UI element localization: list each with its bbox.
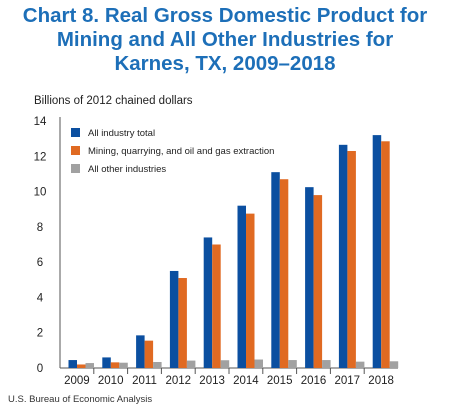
- bar-2013-series-3: [220, 360, 230, 368]
- bar-2015-series-3: [288, 360, 297, 368]
- bar-2014-series-1: [237, 205, 246, 368]
- bar-2016-series-1: [305, 187, 314, 368]
- x-tick-label: 2012: [166, 375, 192, 387]
- title-line-1: Chart 8. Real Gross Domestic Product for: [22, 4, 428, 27]
- bar-2009-series-1: [68, 360, 77, 368]
- legend-swatch-series-3: [71, 164, 80, 173]
- bar-2016-series-3: [322, 360, 331, 368]
- legend-label-series-2: Mining, quarrying, and oil and gas extra…: [88, 146, 274, 157]
- y-tick-label: 0: [37, 363, 43, 375]
- bar-2010-series-1: [102, 357, 111, 368]
- legend-label-series-1: All industry total: [88, 128, 155, 139]
- title-line-2: Mining and All Other Industries for: [56, 28, 394, 51]
- x-tick-label: 2010: [98, 375, 124, 387]
- x-tick-label: 2011: [132, 375, 157, 387]
- bar-2010-series-3: [119, 362, 128, 368]
- bar-2018-series-1: [372, 135, 382, 368]
- x-tick-label: 2016: [301, 375, 327, 387]
- y-tick-label: 12: [34, 151, 47, 163]
- bar-2018-series-3: [389, 361, 399, 368]
- bar-2018-series-2: [381, 141, 390, 368]
- x-tick-label: 2013: [199, 375, 225, 387]
- bar-2012-series-1: [169, 270, 179, 368]
- title-line-3: Karnes, TX, 2009–2018: [114, 52, 336, 75]
- bar-2009-series-2: [77, 364, 86, 368]
- y-tick-label: 6: [37, 257, 43, 269]
- y-tick-label: 2: [37, 328, 43, 340]
- bar-2014-series-3: [254, 359, 263, 368]
- y-tick-label: 8: [37, 222, 43, 234]
- legend-swatch-series-1: [71, 128, 80, 137]
- bar-2012-series-3: [186, 360, 196, 368]
- bar-2010-series-2: [110, 362, 120, 368]
- legend-label-series-3: All other industries: [88, 164, 166, 175]
- bar-2014-series-2: [246, 213, 255, 368]
- bar-2009-series-3: [85, 363, 94, 368]
- bar-2012-series-2: [178, 278, 187, 368]
- x-tick-label: 2009: [64, 375, 90, 387]
- x-tick-label: 2014: [233, 375, 259, 387]
- bar-2011-series-2: [144, 340, 154, 368]
- bar-2017-series-2: [347, 150, 356, 368]
- bar-2015-series-1: [271, 172, 280, 368]
- bar-2011-series-3: [153, 362, 162, 368]
- x-tick-label: 2018: [368, 375, 394, 387]
- bar-2015-series-2: [279, 179, 289, 368]
- y-tick-label: 4: [37, 292, 44, 304]
- y-tick-label: 10: [34, 187, 47, 199]
- x-tick-label: 2017: [335, 375, 361, 387]
- bar-2017-series-1: [338, 144, 348, 368]
- bar-2016-series-2: [313, 195, 323, 368]
- chart-title: Chart 8. Real Gross Domestic Product for…: [0, 4, 450, 76]
- bar-2013-series-1: [203, 237, 213, 368]
- source-note: U.S. Bureau of Economic Analysis: [8, 394, 153, 405]
- bar-2013-series-2: [212, 244, 221, 368]
- y-tick-label: 14: [34, 116, 47, 128]
- y-axis-label: Billions of 2012 chained dollars: [34, 95, 193, 107]
- legend-swatch-series-2: [71, 146, 80, 155]
- bar-2017-series-3: [355, 361, 365, 368]
- x-tick-label: 2015: [267, 375, 293, 387]
- bar-2011-series-1: [136, 335, 145, 368]
